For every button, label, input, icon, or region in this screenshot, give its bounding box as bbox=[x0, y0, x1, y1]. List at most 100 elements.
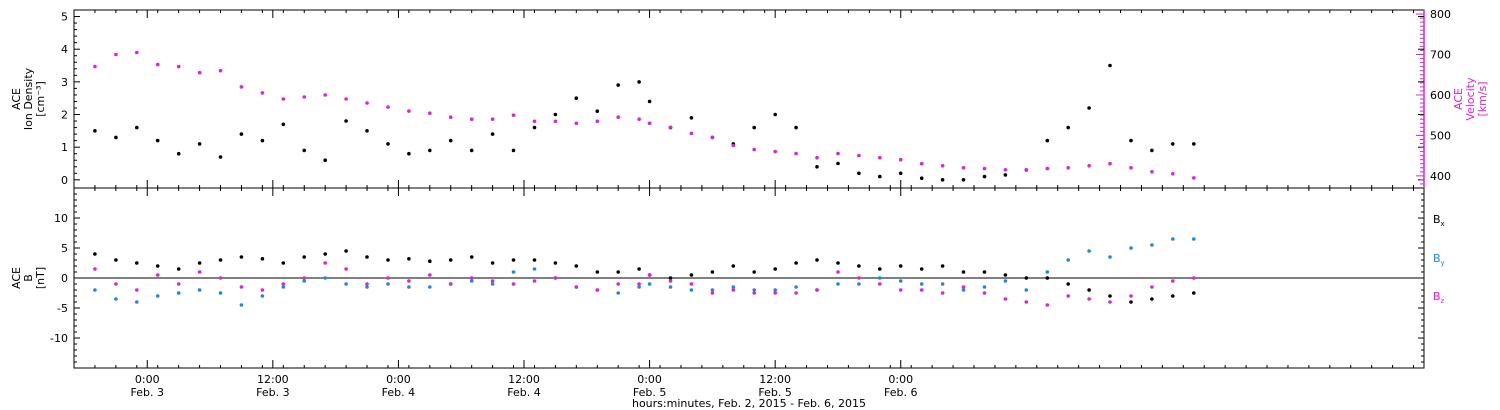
field-tick-label: 0 bbox=[61, 272, 68, 285]
density-point bbox=[365, 129, 369, 133]
density-point bbox=[1129, 138, 1133, 143]
bx-point bbox=[668, 276, 673, 280]
velocity-point bbox=[961, 166, 966, 170]
legend-bx-sub: x bbox=[1441, 220, 1445, 228]
bz-point bbox=[469, 276, 474, 280]
bx-point bbox=[595, 270, 600, 274]
density-point bbox=[982, 174, 987, 179]
x-tick-time: 0:00 bbox=[386, 373, 411, 386]
velocity-point bbox=[1192, 176, 1196, 180]
density-point bbox=[176, 151, 181, 156]
bx-point bbox=[239, 255, 244, 259]
density-point bbox=[1087, 106, 1091, 110]
by-point bbox=[878, 276, 882, 280]
velocity-axis-label: ACE Velocity [km/s] bbox=[1452, 77, 1489, 121]
field-tick-label: 10 bbox=[54, 212, 68, 225]
velocity-point bbox=[428, 111, 432, 115]
density-point bbox=[815, 165, 819, 169]
by-point bbox=[898, 279, 903, 283]
bx-point bbox=[344, 249, 348, 253]
bz-point bbox=[961, 285, 966, 289]
velocity-label-line1: ACE bbox=[1452, 88, 1465, 110]
density-label-line1: ACE bbox=[10, 88, 23, 110]
density-point bbox=[302, 148, 307, 153]
x-tick-day: Feb. 3 bbox=[256, 386, 289, 399]
by-point bbox=[752, 288, 756, 292]
bz-series bbox=[93, 261, 1196, 307]
density-point bbox=[878, 174, 882, 179]
bz-point bbox=[794, 291, 798, 295]
bz-point bbox=[344, 267, 348, 271]
velocity-tick-label: 800 bbox=[1430, 8, 1451, 21]
density-point bbox=[637, 80, 641, 84]
density-point bbox=[407, 151, 411, 156]
density-point bbox=[155, 138, 160, 143]
by-point bbox=[1150, 243, 1154, 247]
x-tick-time: 12:00 bbox=[759, 373, 791, 386]
velocity-point bbox=[469, 117, 474, 121]
bz-point bbox=[815, 288, 819, 292]
by-point bbox=[616, 291, 620, 295]
bz-point bbox=[668, 279, 673, 283]
bz-point bbox=[281, 282, 286, 286]
bx-point bbox=[155, 264, 160, 268]
x-tick-day: Feb. 6 bbox=[884, 386, 917, 399]
velocity-point bbox=[135, 50, 139, 55]
bx-point bbox=[553, 261, 558, 265]
bx-point bbox=[176, 267, 181, 271]
by-point bbox=[386, 282, 390, 286]
by-point bbox=[302, 279, 307, 283]
bz-point bbox=[260, 288, 265, 292]
velocity-point bbox=[857, 153, 861, 158]
bz-point bbox=[532, 279, 537, 283]
bz-point bbox=[898, 288, 903, 292]
bx-point bbox=[689, 273, 694, 277]
density-point bbox=[323, 158, 328, 162]
bx-point bbox=[857, 264, 861, 268]
velocity-point bbox=[616, 115, 620, 119]
field-label-line1: ACE bbox=[10, 267, 23, 289]
velocity-tick-label: 700 bbox=[1430, 49, 1451, 62]
density-point bbox=[114, 135, 118, 140]
bx-point bbox=[574, 264, 579, 268]
bz-point bbox=[637, 282, 641, 286]
density-point bbox=[647, 99, 652, 104]
bx-point bbox=[302, 255, 307, 259]
density-tick-label: 5 bbox=[61, 11, 68, 24]
bz-point bbox=[616, 282, 620, 286]
density-point bbox=[689, 116, 694, 120]
x-tick-day: Feb. 4 bbox=[382, 386, 415, 399]
legend-bz: Bz bbox=[1433, 290, 1445, 305]
velocity-point bbox=[490, 117, 495, 121]
velocity-tick-label: 600 bbox=[1430, 89, 1451, 102]
velocity-point bbox=[773, 149, 777, 154]
by-point bbox=[428, 285, 432, 289]
density-point bbox=[469, 148, 474, 153]
bx-point bbox=[1192, 291, 1196, 295]
bx-point bbox=[1024, 276, 1029, 280]
bz-point bbox=[1150, 285, 1154, 289]
x-tick-time: 0:00 bbox=[637, 373, 662, 386]
bx-point bbox=[794, 261, 798, 265]
bz-point bbox=[647, 273, 652, 277]
bz-point bbox=[689, 282, 694, 286]
bx-point bbox=[197, 261, 202, 265]
by-point bbox=[114, 297, 118, 301]
velocity-point bbox=[752, 147, 756, 152]
by-point bbox=[1045, 270, 1050, 274]
bz-point bbox=[1129, 294, 1133, 298]
by-point bbox=[135, 300, 139, 304]
by-point bbox=[260, 294, 265, 298]
x-tick-time: 0:00 bbox=[888, 373, 913, 386]
by-point bbox=[668, 285, 673, 289]
density-point bbox=[490, 132, 495, 136]
density-series bbox=[93, 63, 1196, 182]
bz-point bbox=[176, 282, 181, 286]
density-point bbox=[752, 125, 756, 130]
density-point bbox=[344, 119, 348, 123]
density-tick-label: 4 bbox=[61, 43, 68, 56]
by-point bbox=[365, 285, 369, 289]
bx-point bbox=[1150, 297, 1154, 301]
bz-point bbox=[218, 276, 223, 280]
bx-point bbox=[773, 267, 777, 271]
